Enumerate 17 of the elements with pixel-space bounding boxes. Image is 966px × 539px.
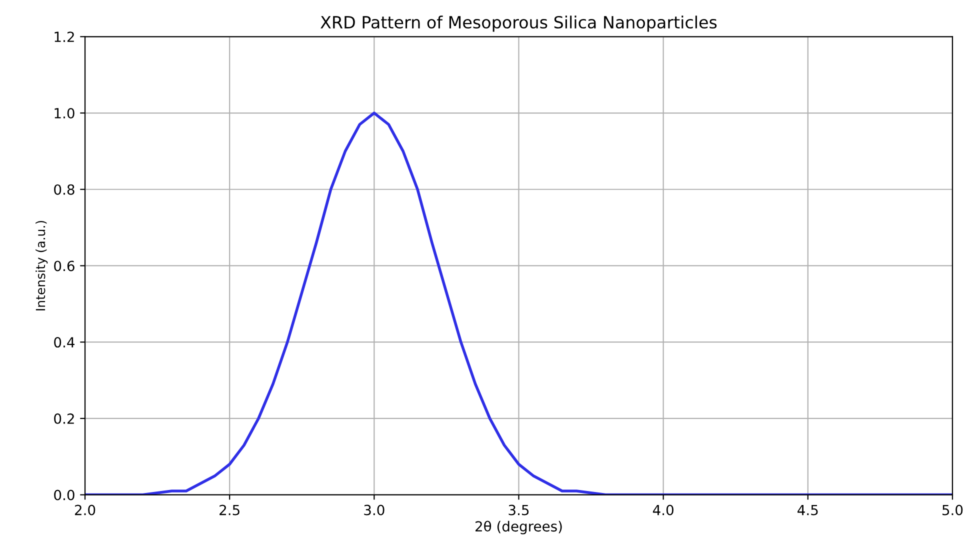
y-tick-label: 0.0 xyxy=(54,490,74,500)
x-tick-label: 2.0 xyxy=(74,504,96,516)
y-tick-label: 0.2 xyxy=(54,413,74,424)
x-axis-title: 2θ (degrees) xyxy=(476,520,562,534)
y-axis-title: Intensity (a.u.) xyxy=(36,220,48,310)
y-tick-label: 0.6 xyxy=(54,260,74,272)
y-tick-label: 0.8 xyxy=(54,184,74,195)
x-tick-label: 4.0 xyxy=(652,504,674,516)
x-tick-label: 3.0 xyxy=(364,504,384,516)
y-tick-label: 1.2 xyxy=(54,32,74,42)
chart-title: XRD Pattern of Mesoporous Silica Nanoparticles xyxy=(320,16,717,32)
x-tick-label: 4.5 xyxy=(798,504,818,516)
y-tick-label: 1.0 xyxy=(54,108,74,118)
x-tick-label: 2.5 xyxy=(220,504,240,516)
x-tick-label: 3.5 xyxy=(508,504,529,516)
y-tick-label: 0.4 xyxy=(54,337,75,348)
x-tick-label: 5.0 xyxy=(942,504,963,516)
